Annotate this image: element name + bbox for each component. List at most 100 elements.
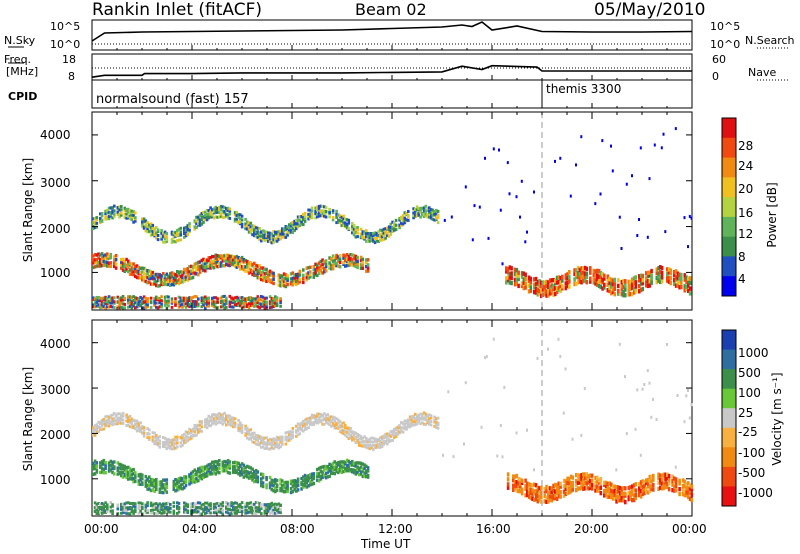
velocity-echo-cell: [678, 479, 681, 483]
velocity-echo-cell: [521, 479, 524, 483]
velocity-echo-cell: [132, 468, 135, 471]
velocity-scatter-cell: [666, 343, 668, 346]
power-echo-cell: [311, 213, 314, 216]
power-echo-cell: [120, 208, 123, 211]
power-echo-cell: [328, 215, 331, 218]
power-scatter-cell: [509, 192, 511, 195]
velocity-scatter-cell: [643, 383, 645, 386]
power-echo-cell: [311, 207, 314, 210]
velocity-echo-cell: [180, 441, 183, 444]
velocity-echo-cell: [229, 464, 232, 467]
velocity-echo-cell: [281, 440, 284, 443]
power-echo-cell: [517, 271, 520, 275]
velocity-echo-cell: [106, 506, 109, 509]
power-echo-cell: [229, 212, 232, 215]
velocity-echo-cell: [328, 475, 331, 478]
power-scatter-cell: [663, 133, 665, 136]
velocity-echo-cell: [201, 430, 204, 433]
velocity-colorbar-swatch: [722, 330, 736, 350]
power-echo-cell: [311, 210, 314, 213]
velocity-scatter-cell: [547, 348, 549, 351]
velocity-colorbar-swatch: [722, 486, 736, 506]
power-echo-cell: [407, 214, 410, 217]
velocity-echo-cell: [279, 511, 282, 514]
power-echo-cell: [120, 212, 123, 215]
power-echo-cell: [258, 227, 261, 230]
power-colorbar-swatch: [722, 197, 736, 217]
velocity-colorbar-swatch: [722, 369, 736, 389]
power-echo-cell: [624, 287, 627, 291]
power-colorbar-swatch: [722, 138, 736, 158]
power-scatter-cell: [465, 185, 467, 188]
power-colorbar-swatch: [722, 217, 736, 237]
velocity-echo-cell: [367, 466, 370, 469]
velocity-echo-cell: [178, 511, 181, 514]
power-echo-cell: [167, 304, 170, 307]
velocity-colorbar-swatch: [722, 389, 736, 409]
power-echo-cell: [241, 215, 244, 218]
power-echo-cell: [635, 280, 638, 284]
velocity-echo-cell: [166, 482, 169, 485]
velocity-echo-cell: [143, 432, 146, 435]
velocity-colorbar-swatch: [722, 467, 736, 487]
velocity-echo-cell: [176, 442, 179, 445]
power-echo-cell: [325, 263, 328, 266]
power-echo-cell: [166, 238, 169, 241]
velocity-echo-cell: [652, 478, 655, 482]
power-echo-cell: [325, 210, 328, 213]
velocity-echo-cell: [201, 513, 204, 516]
velocity-scatter-cell: [687, 389, 689, 392]
power-echo-cell: [276, 296, 279, 299]
velocity-scatter-cell: [652, 398, 654, 401]
power-echo-cell: [124, 303, 127, 306]
velocity-echo-cell: [134, 480, 137, 483]
velocity-scatter-cell: [537, 357, 539, 360]
velocity-echo-cell: [129, 415, 132, 418]
power-echo-cell: [395, 219, 398, 222]
power-echo-cell: [304, 220, 307, 223]
velocity-echo-cell: [241, 501, 244, 504]
velocity-echo-cell: [106, 503, 109, 506]
power-echo-cell: [188, 229, 191, 232]
power-echo-cell: [150, 306, 153, 309]
velocity-scatter-cell: [640, 454, 642, 457]
power-scatter-cell: [479, 206, 481, 209]
velocity-echo-cell: [286, 484, 289, 487]
power-echo-cell: [96, 226, 99, 229]
velocity-scatter-cell: [526, 429, 528, 432]
power-echo-cell: [437, 210, 440, 213]
power-scatter-cell: [619, 216, 621, 219]
velocity-echo-cell: [691, 485, 694, 489]
power-echo-cell: [134, 216, 137, 219]
velocity-echo-cell: [195, 434, 198, 437]
velocity-echo-cell: [402, 431, 405, 434]
velocity-echo-cell: [113, 465, 116, 468]
power-echo-cell: [113, 215, 116, 218]
power-echo-cell: [113, 300, 116, 303]
velocity-echo-cell: [367, 474, 370, 477]
power-echo-cell: [689, 276, 692, 280]
power-echo-cell: [180, 227, 183, 230]
velocity-echo-cell: [292, 434, 295, 437]
power-echo-cell: [101, 219, 104, 222]
velocity-echo-cell: [104, 471, 107, 474]
velocity-echo-cell: [181, 444, 184, 447]
power-echo-cell: [356, 226, 359, 229]
power-echo-cell: [180, 231, 183, 234]
velocity-echo-cell: [169, 511, 172, 514]
velocity-scatter-cell: [675, 466, 677, 469]
power-echo-cell: [225, 297, 228, 300]
velocity-echo-cell: [166, 478, 169, 481]
power-echo-cell: [325, 259, 328, 262]
velocity-echo-cell: [430, 424, 433, 427]
power-echo-cell: [110, 253, 113, 256]
velocity-echo-cell: [143, 435, 146, 438]
velocity-scatter-cell: [481, 426, 483, 429]
velocity-echo-cell: [279, 508, 282, 511]
power-echo-cell: [134, 211, 137, 214]
velocity-echo-cell: [262, 481, 265, 484]
power-echo-cell: [160, 295, 163, 298]
velocity-echo-cell: [146, 509, 149, 512]
velocity-echo-cell: [678, 492, 681, 496]
velocity-echo-cell: [297, 488, 300, 491]
